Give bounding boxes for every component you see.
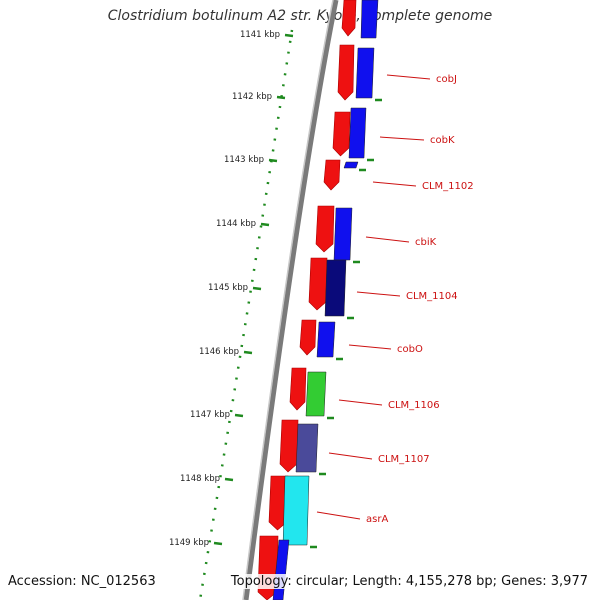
gene-feature-partial-top[interactable] (360, 0, 379, 39)
gene-feature-CLM_1106[interactable] (305, 371, 327, 417)
backbone-line (243, 0, 339, 600)
gene-label[interactable]: CLM_1104 (406, 291, 458, 302)
gene-label-leader (338, 399, 383, 406)
genome-backbone (242, 0, 339, 600)
gene-label-leader (348, 344, 392, 350)
gene-label-leader (328, 452, 373, 460)
ruler-tick (276, 95, 286, 100)
forward-gene-arrow[interactable] (332, 111, 351, 157)
gene-feature-cobO[interactable] (316, 321, 336, 358)
gene-feature-CLM_1107[interactable] (295, 423, 319, 473)
forward-gene-arrow[interactable] (341, 0, 357, 37)
gene-labels: cobJ cobK CLM_1102 cbiK CLM_1104 cobO CLM_1106… (316, 74, 474, 525)
kbp-ruler: 1141 kbp 1142 kbp 1143 kbp 1144 kbp 1145 kbp… (169, 29, 294, 600)
forward-gene-arrow[interactable] (323, 159, 341, 191)
ruler-tick-label: 1149 kbp (169, 538, 209, 548)
gene-label-leader (356, 291, 401, 297)
topology-text: Topology: circular; Length: 4,155,278 bp… (228, 574, 590, 589)
ruler-tick-label: 1144 kbp (216, 219, 256, 229)
ruler-dotted-line (198, 29, 294, 600)
gene-label-leader (365, 236, 410, 243)
gene-label-leader (379, 136, 425, 141)
forward-strand-features (257, 0, 357, 600)
accession-text: Accession: NC_012563 (8, 574, 156, 589)
gene-label-leader (316, 511, 361, 520)
gene-feature-asrA[interactable] (282, 475, 310, 546)
ruler-tick (268, 158, 278, 163)
ruler-tick (260, 222, 270, 227)
gene-label-leader (386, 74, 431, 80)
forward-gene-arrow[interactable] (337, 44, 355, 101)
forward-gene-arrow[interactable] (299, 319, 317, 356)
gene-feature-CLM_1102[interactable] (343, 161, 359, 169)
gene-features (272, 0, 382, 600)
ruler-tick (234, 413, 244, 418)
forward-gene-arrow[interactable] (289, 367, 307, 411)
gene-label[interactable]: asrA (366, 514, 388, 525)
gene-feature-cobJ[interactable] (355, 47, 375, 99)
ruler-tick (252, 286, 262, 291)
ruler-tick (243, 350, 253, 355)
map-title: Clostridium botulinum A2 str. Kyoto, com… (107, 8, 493, 24)
ruler-tick-label: 1148 kbp (180, 474, 220, 484)
ruler-tick-label: 1142 kbp (232, 92, 272, 102)
gene-feature-cobK[interactable] (348, 107, 367, 159)
ruler-tick (213, 541, 223, 546)
ruler-tick-label: 1143 kbp (224, 155, 264, 165)
forward-gene-arrow[interactable] (315, 205, 335, 253)
gene-label[interactable]: cobO (397, 344, 423, 355)
gene-feature-cbiK[interactable] (333, 207, 353, 261)
gene-label[interactable]: cbiK (415, 237, 437, 248)
gene-label[interactable]: cobJ (436, 74, 457, 85)
ruler-tick-label: 1146 kbp (199, 347, 239, 357)
ruler-tick-label: 1141 kbp (240, 30, 280, 40)
gene-feature-CLM_1104[interactable] (324, 259, 347, 317)
backbone-highlight (242, 0, 334, 600)
forward-gene-arrow[interactable] (279, 419, 299, 473)
gene-label-leader (372, 181, 417, 187)
gene-label[interactable]: CLM_1107 (378, 454, 430, 465)
gene-label[interactable]: cobK (430, 135, 455, 146)
gene-label[interactable]: CLM_1106 (388, 400, 440, 411)
forward-gene-arrow[interactable] (308, 257, 328, 311)
gene-label[interactable]: CLM_1102 (422, 181, 474, 192)
ruler-tick-label: 1145 kbp (208, 283, 248, 293)
ruler-tick (224, 477, 234, 482)
ruler-tick (284, 33, 294, 38)
ruler-tick-label: 1147 kbp (190, 410, 230, 420)
